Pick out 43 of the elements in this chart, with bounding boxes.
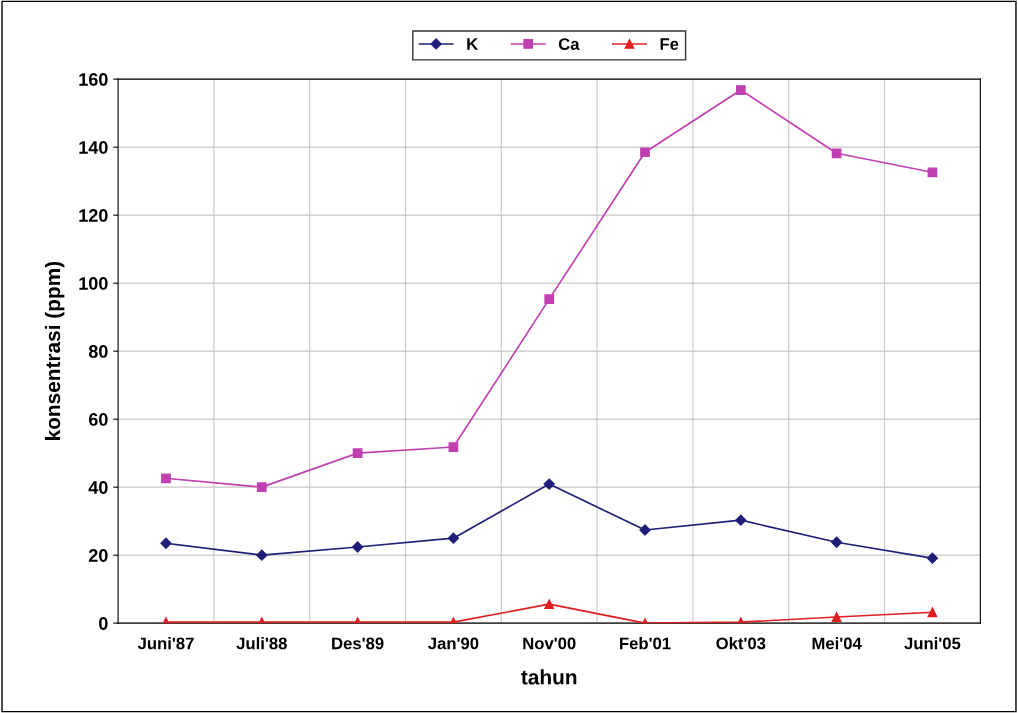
x-tick-label: Feb'01: [620, 637, 671, 650]
y-tick-label: 0: [99, 617, 108, 630]
x-tick-label: Juli'88: [236, 637, 287, 650]
y-tick-label: 40: [88, 481, 108, 494]
point: [927, 607, 938, 618]
point: [448, 442, 459, 452]
legend-label: Ca: [558, 38, 580, 50]
point: [351, 541, 364, 553]
x-tick-label: Des'89: [332, 637, 384, 650]
point: [926, 552, 939, 564]
x-tick-label: Nov'00: [523, 637, 576, 650]
point: [256, 482, 267, 493]
point: [735, 85, 746, 95]
y-tick-label: 20: [88, 549, 108, 562]
y-tick-label: 120: [79, 209, 108, 222]
point: [735, 514, 747, 526]
y-tick-label: 100: [79, 277, 108, 290]
point: [543, 478, 555, 490]
y-tick-label: 140: [79, 141, 108, 154]
point: [544, 294, 555, 304]
point: [831, 536, 843, 548]
point: [640, 147, 650, 158]
y-tick-label: 60: [88, 413, 108, 426]
point: [927, 167, 938, 178]
x-tick-label: Juni'87: [137, 637, 194, 650]
y-axis-title: konsentrasi (ppm): [44, 261, 65, 440]
point: [256, 549, 268, 561]
point: [831, 148, 842, 159]
point: [831, 612, 842, 622]
y-tick-label: 160: [79, 73, 108, 86]
y-tick-label: 80: [88, 345, 108, 358]
point: [161, 473, 171, 484]
legend-label: Fe: [660, 38, 679, 50]
x-axis-title: tahun: [521, 669, 577, 685]
point: [352, 448, 363, 459]
point: [160, 537, 172, 549]
point: [544, 599, 555, 609]
legend-label: K: [467, 38, 479, 50]
x-tick-label: Jan'90: [428, 637, 479, 650]
point: [447, 532, 460, 544]
x-tick-label: Juni'05: [904, 637, 961, 650]
x-tick-label: Mei'04: [812, 637, 862, 650]
x-tick-label: Okt'03: [716, 637, 766, 650]
